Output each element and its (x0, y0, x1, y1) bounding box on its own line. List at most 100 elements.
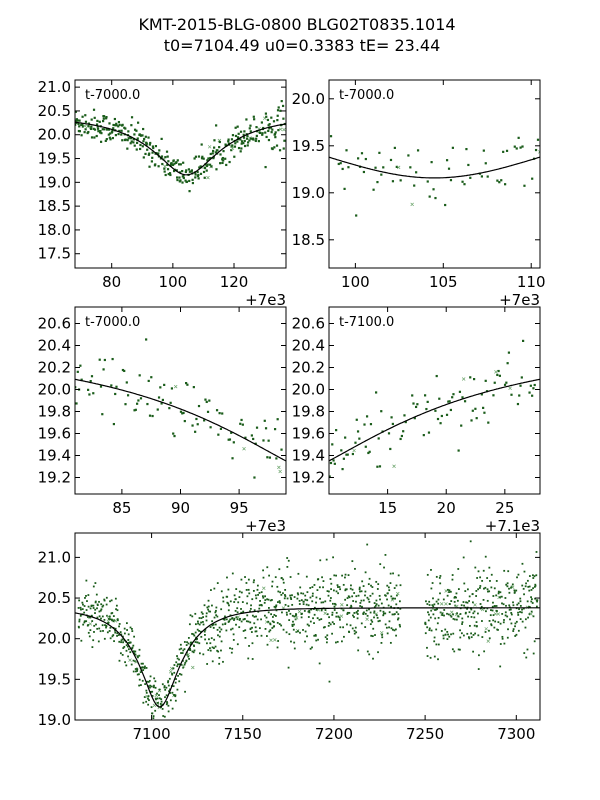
data-point (180, 663, 183, 666)
data-point (174, 694, 177, 697)
data-point (457, 648, 460, 651)
data-point (482, 406, 485, 409)
data-point (521, 620, 524, 623)
y-tick-label: 20.6 (292, 315, 325, 333)
data-point (193, 157, 196, 160)
data-point (161, 683, 164, 686)
data-point (347, 166, 350, 169)
data-point (247, 657, 250, 660)
data-point (98, 610, 101, 613)
data-point (139, 143, 142, 147)
data-point (457, 615, 460, 618)
data-point (435, 575, 438, 578)
data-point (356, 613, 359, 615)
data-point (142, 127, 145, 131)
data-point (252, 437, 255, 441)
data-point (455, 592, 458, 595)
data-point (488, 620, 491, 622)
data-point (505, 583, 508, 586)
data-point (312, 617, 314, 620)
data-point (194, 623, 197, 626)
data-point (439, 582, 442, 585)
data-point (338, 616, 341, 619)
data-point (257, 140, 260, 143)
data-point (243, 130, 246, 133)
data-point (266, 118, 270, 122)
data-point (169, 173, 172, 177)
data-point (215, 124, 218, 127)
data-point (503, 619, 505, 621)
data-point (533, 575, 536, 578)
data-point (322, 626, 325, 629)
data-point (366, 614, 369, 617)
y-tick-label: 20.2 (38, 359, 71, 377)
data-point (424, 632, 427, 635)
data-point (457, 449, 460, 452)
data-point (299, 631, 301, 634)
data-point (138, 673, 140, 676)
data-point (380, 602, 383, 605)
data-point (492, 614, 495, 616)
data-point (425, 600, 427, 603)
data-point (209, 156, 212, 160)
data-point (220, 640, 223, 643)
data-point (231, 647, 234, 650)
data-point (191, 632, 193, 635)
data-point (163, 383, 166, 386)
data-point (199, 172, 203, 175)
data-point (188, 623, 191, 626)
data-point (528, 391, 531, 394)
data-point (522, 587, 525, 590)
data-point (163, 686, 166, 689)
data-point (396, 618, 399, 621)
data-point (458, 390, 462, 393)
data-point (148, 679, 151, 682)
data-point (356, 430, 360, 433)
data-point (98, 600, 100, 603)
data-point (78, 119, 81, 122)
data-point (254, 630, 257, 633)
data-point (307, 604, 310, 607)
data-point (298, 603, 301, 605)
data-point (345, 588, 348, 591)
data-point (95, 123, 99, 126)
data-point (512, 628, 515, 631)
data-point (387, 604, 390, 607)
data-point (201, 612, 204, 615)
data-point (501, 613, 504, 615)
data-point (536, 600, 538, 603)
data-point (477, 588, 480, 591)
data-point (330, 588, 332, 591)
data-point (397, 613, 400, 616)
data-point (98, 131, 102, 134)
data-point (271, 585, 274, 588)
data-point (303, 610, 306, 612)
data-point (384, 554, 387, 556)
data-point (266, 566, 269, 569)
data-point (441, 612, 444, 615)
data-point (196, 641, 199, 644)
data-point (109, 600, 111, 603)
data-point (147, 680, 150, 683)
data-point (342, 626, 345, 629)
data-point (95, 593, 98, 596)
data-point (200, 157, 204, 160)
data-point (251, 626, 253, 629)
data-point (121, 653, 124, 656)
data-point (239, 150, 242, 153)
x-tick-label: 7150 (224, 725, 262, 743)
data-point (152, 146, 155, 150)
data-point (510, 393, 513, 396)
data-point (189, 649, 192, 651)
data-point (316, 617, 319, 620)
data-point (533, 640, 536, 643)
data-point (413, 184, 416, 187)
data-point (517, 614, 520, 616)
data-point (481, 620, 483, 622)
data-point (315, 639, 318, 642)
data-point (471, 409, 474, 412)
data-point (177, 674, 179, 677)
data-point (271, 599, 273, 601)
data-point (490, 573, 493, 576)
data-point (263, 614, 266, 617)
